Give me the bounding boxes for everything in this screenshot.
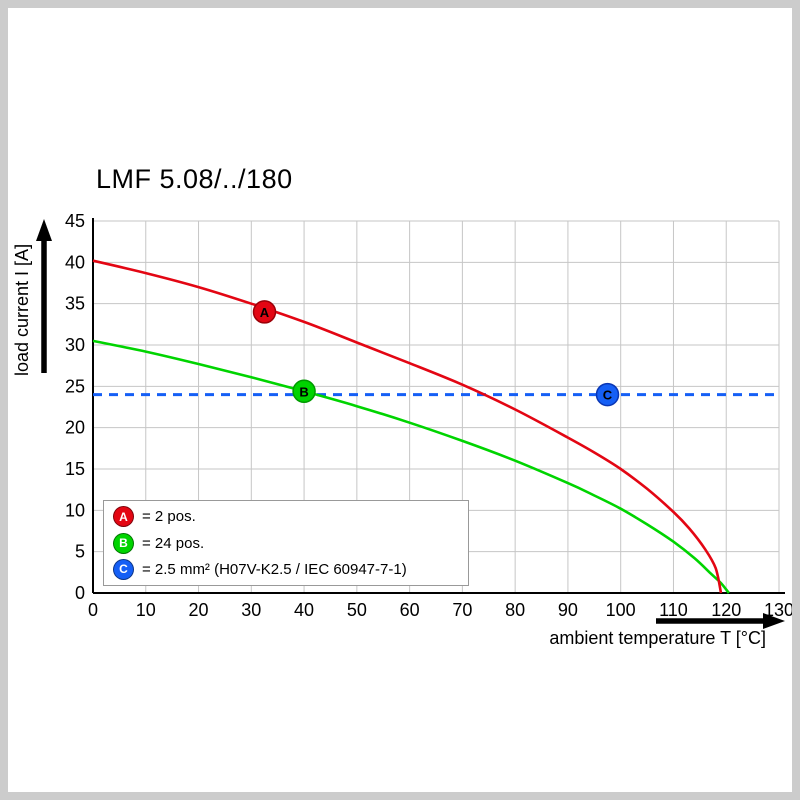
curve-a <box>92 259 723 594</box>
x-tick-label: 10 <box>136 600 156 620</box>
y-tick-label: 45 <box>65 211 85 231</box>
marker-a <box>252 300 277 324</box>
x-tick-label: 100 <box>606 600 636 620</box>
legend-label: = 2.5 mm² (H07V-K2.5 / IEC 60947-7-1) <box>142 560 407 578</box>
x-axis-label: ambient temperature T [°C] <box>549 628 766 648</box>
y-tick-label: 25 <box>65 376 85 396</box>
x-axis-arrowhead-icon <box>763 613 785 629</box>
marker-b <box>292 379 316 404</box>
y-tick-label: 20 <box>65 418 85 438</box>
legend-marker-letter: B <box>119 536 128 550</box>
marker-b-letter: B <box>299 384 308 399</box>
x-tick-label: 130 <box>764 600 794 620</box>
x-tick-label: 40 <box>294 600 314 620</box>
legend-label: = 2 pos. <box>142 508 196 526</box>
marker-a-letter: A <box>260 305 270 320</box>
y-tick-label: 40 <box>65 252 85 272</box>
legend-marker-letter: A <box>119 509 128 524</box>
y-tick-label: 35 <box>65 294 85 314</box>
x-tick-label: 0 <box>88 600 98 620</box>
marker-c <box>595 382 620 407</box>
legend-item: B = 24 pos. <box>113 532 468 554</box>
x-tick-label: 60 <box>400 600 420 620</box>
x-tick-label: 110 <box>659 600 688 620</box>
legend-marker-a-icon: A <box>113 506 134 528</box>
legend-item: C = 2.5 mm² (H07V-K2.5 / IEC 60947-7-1) <box>113 558 468 580</box>
x-tick-label: 50 <box>347 600 367 620</box>
x-tick-label: 70 <box>452 600 472 620</box>
x-tick-label: 20 <box>189 600 209 620</box>
legend-label: = 24 pos. <box>142 534 205 552</box>
y-tick-label: 30 <box>65 335 85 355</box>
derating-chart-svg: 0 10 20 30 40 50 60 70 80 90 100 110 120 130 0 5 10 15 20 2… <box>36 211 794 629</box>
x-tick-label: 120 <box>711 600 741 620</box>
legend-box: A = 2 pos. B = 24 pos. C = 2.5 mm² (H07V… <box>103 500 469 586</box>
x-tick-label: 30 <box>241 600 261 620</box>
y-tick-label: 5 <box>75 542 85 562</box>
chart-title: LMF 5.08/../180 <box>96 164 293 194</box>
curve-b <box>92 339 730 594</box>
y-tick-label: 10 <box>65 500 85 520</box>
marker-c-letter: C <box>603 388 613 403</box>
legend-item: A = 2 pos. <box>113 506 468 528</box>
y-tick-label: 0 <box>75 583 85 603</box>
y-axis-arrowhead-icon <box>36 219 52 241</box>
x-tick-label: 80 <box>505 600 525 620</box>
legend-marker-c-icon: C <box>113 558 134 580</box>
legend-marker-letter: C <box>119 562 128 577</box>
y-tick-label: 15 <box>65 459 85 479</box>
x-tick-label: 90 <box>558 600 578 620</box>
legend-marker-b-icon: B <box>113 532 134 554</box>
